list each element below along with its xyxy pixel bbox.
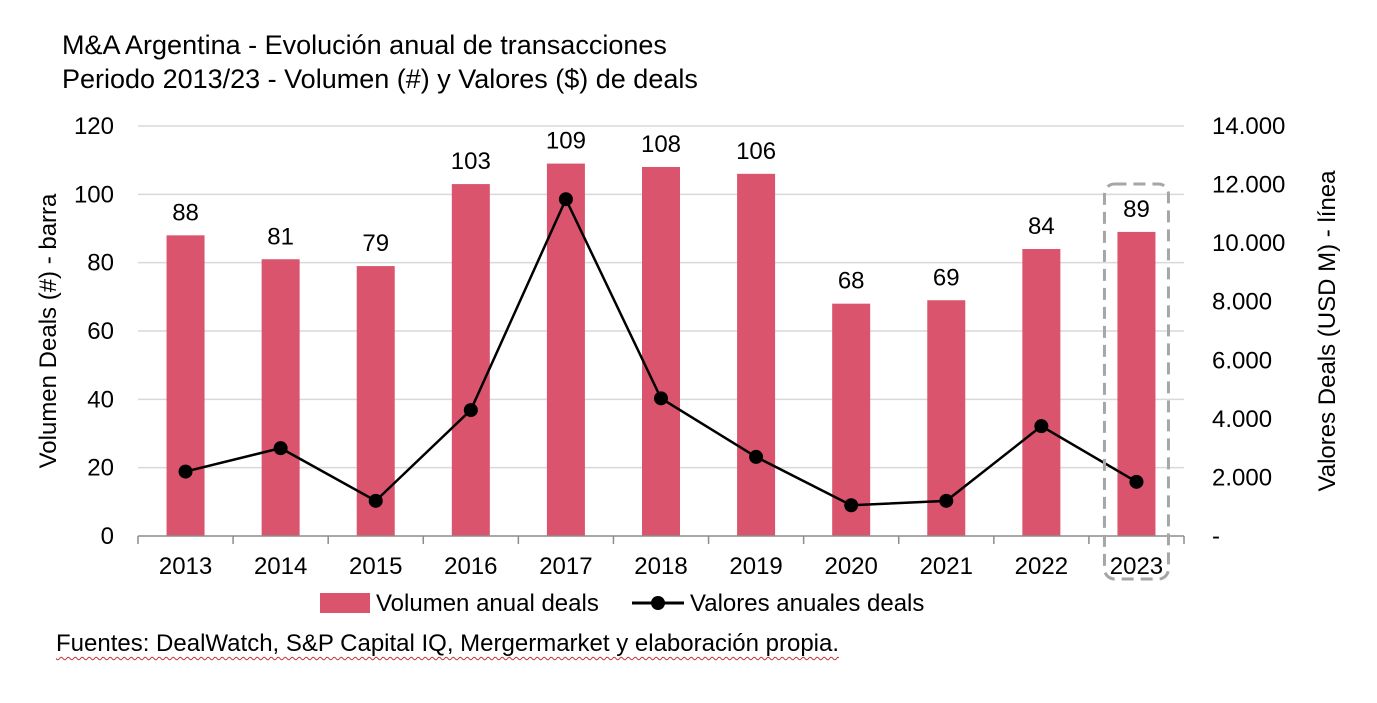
- y2-tick-label: 8.000: [1212, 289, 1272, 316]
- bar-data-label: 89: [1123, 196, 1150, 223]
- y2-tick-label: 10.000: [1212, 230, 1285, 257]
- y2-tick-label: 4.000: [1212, 406, 1272, 433]
- bar: [642, 167, 680, 536]
- bar-series: [166, 163, 1156, 537]
- bar: [261, 259, 300, 536]
- legend-bar-swatch: [320, 593, 370, 613]
- y2-tick-label: 6.000: [1212, 347, 1272, 374]
- x-tick-label: 2022: [1015, 553, 1068, 580]
- bar-data-label: 84: [1028, 213, 1055, 240]
- bar: [1117, 231, 1156, 536]
- line-point: [558, 192, 573, 207]
- legend: Volumen anual deals Valores anuales deal…: [320, 590, 924, 617]
- y2-tick-label: 14.000: [1212, 113, 1285, 140]
- x-tick-label: 2019: [729, 553, 782, 580]
- y2-tick-label: 2.000: [1212, 464, 1272, 491]
- legend-bar-label: Volumen anual deals: [376, 590, 599, 617]
- line-point: [749, 449, 764, 464]
- line-point: [939, 493, 954, 508]
- legend-line-marker: [651, 596, 665, 610]
- line-point: [1129, 474, 1144, 489]
- bar: [737, 173, 776, 537]
- bar: [546, 163, 585, 537]
- bar-data-label: 81: [267, 223, 294, 250]
- x-tick-label: 2023: [1110, 553, 1163, 580]
- line-point: [1034, 419, 1049, 434]
- bar: [832, 303, 871, 536]
- y-tick-labels: 0 20 40 60 80 100 120: [74, 113, 114, 550]
- line-point: [368, 493, 383, 508]
- highlight-box: [1102, 182, 1170, 581]
- source-note: Fuentes: DealWatch, S&P Capital IQ, Merg…: [56, 630, 840, 657]
- bar-data-labels: 88 81 79 103 109 108 106 68 69 84 89: [172, 128, 1150, 295]
- y-tick-label: 120: [74, 113, 114, 140]
- bar-data-label: 106: [736, 138, 776, 165]
- legend-line-label: Valores anuales deals: [690, 590, 924, 617]
- bar: [356, 266, 395, 536]
- y2-tick-label: 12.000: [1212, 172, 1285, 199]
- x-tick-label: 2021: [920, 553, 973, 580]
- highlight-box-outline: [1102, 182, 1170, 581]
- y-tick-label: 40: [87, 386, 114, 413]
- line-point: [463, 403, 478, 418]
- y-tick-label: 80: [87, 250, 114, 277]
- x-tick-labels: 2013 2014 2015 2016 2017 2018 2019 2020 2021 2022…: [159, 553, 1163, 580]
- y-axis-label: Volumen Deals (#) - barra: [35, 193, 62, 468]
- bar-data-label: 79: [362, 230, 389, 257]
- chart-subtitle: Periodo 2013/23 - Volumen (#) y Valores …: [62, 64, 698, 94]
- line-point: [178, 464, 193, 479]
- x-tick-label: 2017: [539, 553, 592, 580]
- bar-data-label: 69: [933, 264, 960, 291]
- x-tick-label: 2013: [159, 553, 212, 580]
- bar: [1022, 249, 1061, 536]
- bar: [166, 235, 205, 537]
- bar-data-label: 68: [838, 268, 865, 295]
- line-point: [844, 498, 859, 513]
- x-tick-label: 2018: [634, 553, 687, 580]
- x-tick-label: 2015: [349, 553, 402, 580]
- y2-tick-labels: - 2.000 4.000 6.000 8.000 10.000 12.000 14.000: [1212, 113, 1285, 550]
- bar: [451, 184, 490, 537]
- y-tick-label: 100: [74, 181, 114, 208]
- x-tick-label: 2020: [824, 553, 877, 580]
- y-tick-label: 0: [101, 523, 114, 550]
- bar-data-label: 109: [546, 128, 586, 155]
- y-tick-label: 20: [87, 455, 114, 482]
- chart-title: M&A Argentina - Evolución anual de trans…: [62, 30, 667, 60]
- line-point: [654, 391, 668, 406]
- axes: [137, 535, 1185, 544]
- bar-data-label: 108: [641, 131, 681, 158]
- y2-tick-label: -: [1212, 523, 1220, 550]
- bar-data-label: 88: [172, 199, 199, 226]
- y-tick-label: 60: [87, 318, 114, 345]
- line-point: [273, 441, 288, 456]
- x-tick-label: 2016: [444, 553, 497, 580]
- bar-data-label: 103: [451, 148, 491, 175]
- line-series: [178, 192, 1144, 513]
- y2-axis-label: Valores Deals (USD M) - línea: [1314, 170, 1341, 492]
- x-tick-label: 2014: [254, 553, 307, 580]
